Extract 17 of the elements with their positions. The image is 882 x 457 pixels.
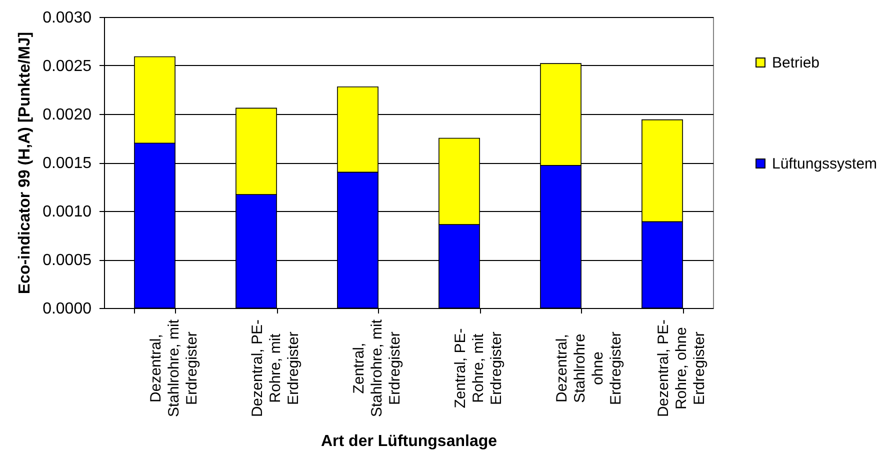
y-axis-title: Eco-indicator 99 (H,A) [Punkte/MJ] xyxy=(16,32,34,294)
x-tick-label: Dezentral, Stahlrohre, mit Erdregister xyxy=(147,318,200,418)
y-tick-label: 0.0010 xyxy=(42,204,92,220)
x-axis-title: Art der Lüftungsanlage xyxy=(320,433,498,450)
legend-label: Betrieb xyxy=(772,54,820,72)
x-tick-label: Dezentral, Stahlrohre ohne Erdregister xyxy=(553,332,624,405)
x-tick-label: Dezentral, PE-Rohre, mit Erdregister xyxy=(248,319,302,418)
x-tick-label: Dezentral, PE-Rohre, ohne Erdregister xyxy=(654,319,708,418)
x-tick-label: Zentral, PE-Rohre, mit Erdregister xyxy=(452,328,505,408)
y-tick-label: 0.0020 xyxy=(42,106,92,124)
legend-label: Lüftungssystem xyxy=(772,156,878,172)
y-tick-label: 0.0025 xyxy=(42,58,92,75)
y-tick-label: 0.0005 xyxy=(42,252,92,269)
y-tick-label: 0.0015 xyxy=(42,155,92,172)
y-tick-label: 0.0030 xyxy=(42,10,92,26)
y-tick-label: 0.0000 xyxy=(42,300,92,318)
x-tick-label: Zentral, Stahlrohre, mit Erdregister xyxy=(350,318,404,418)
